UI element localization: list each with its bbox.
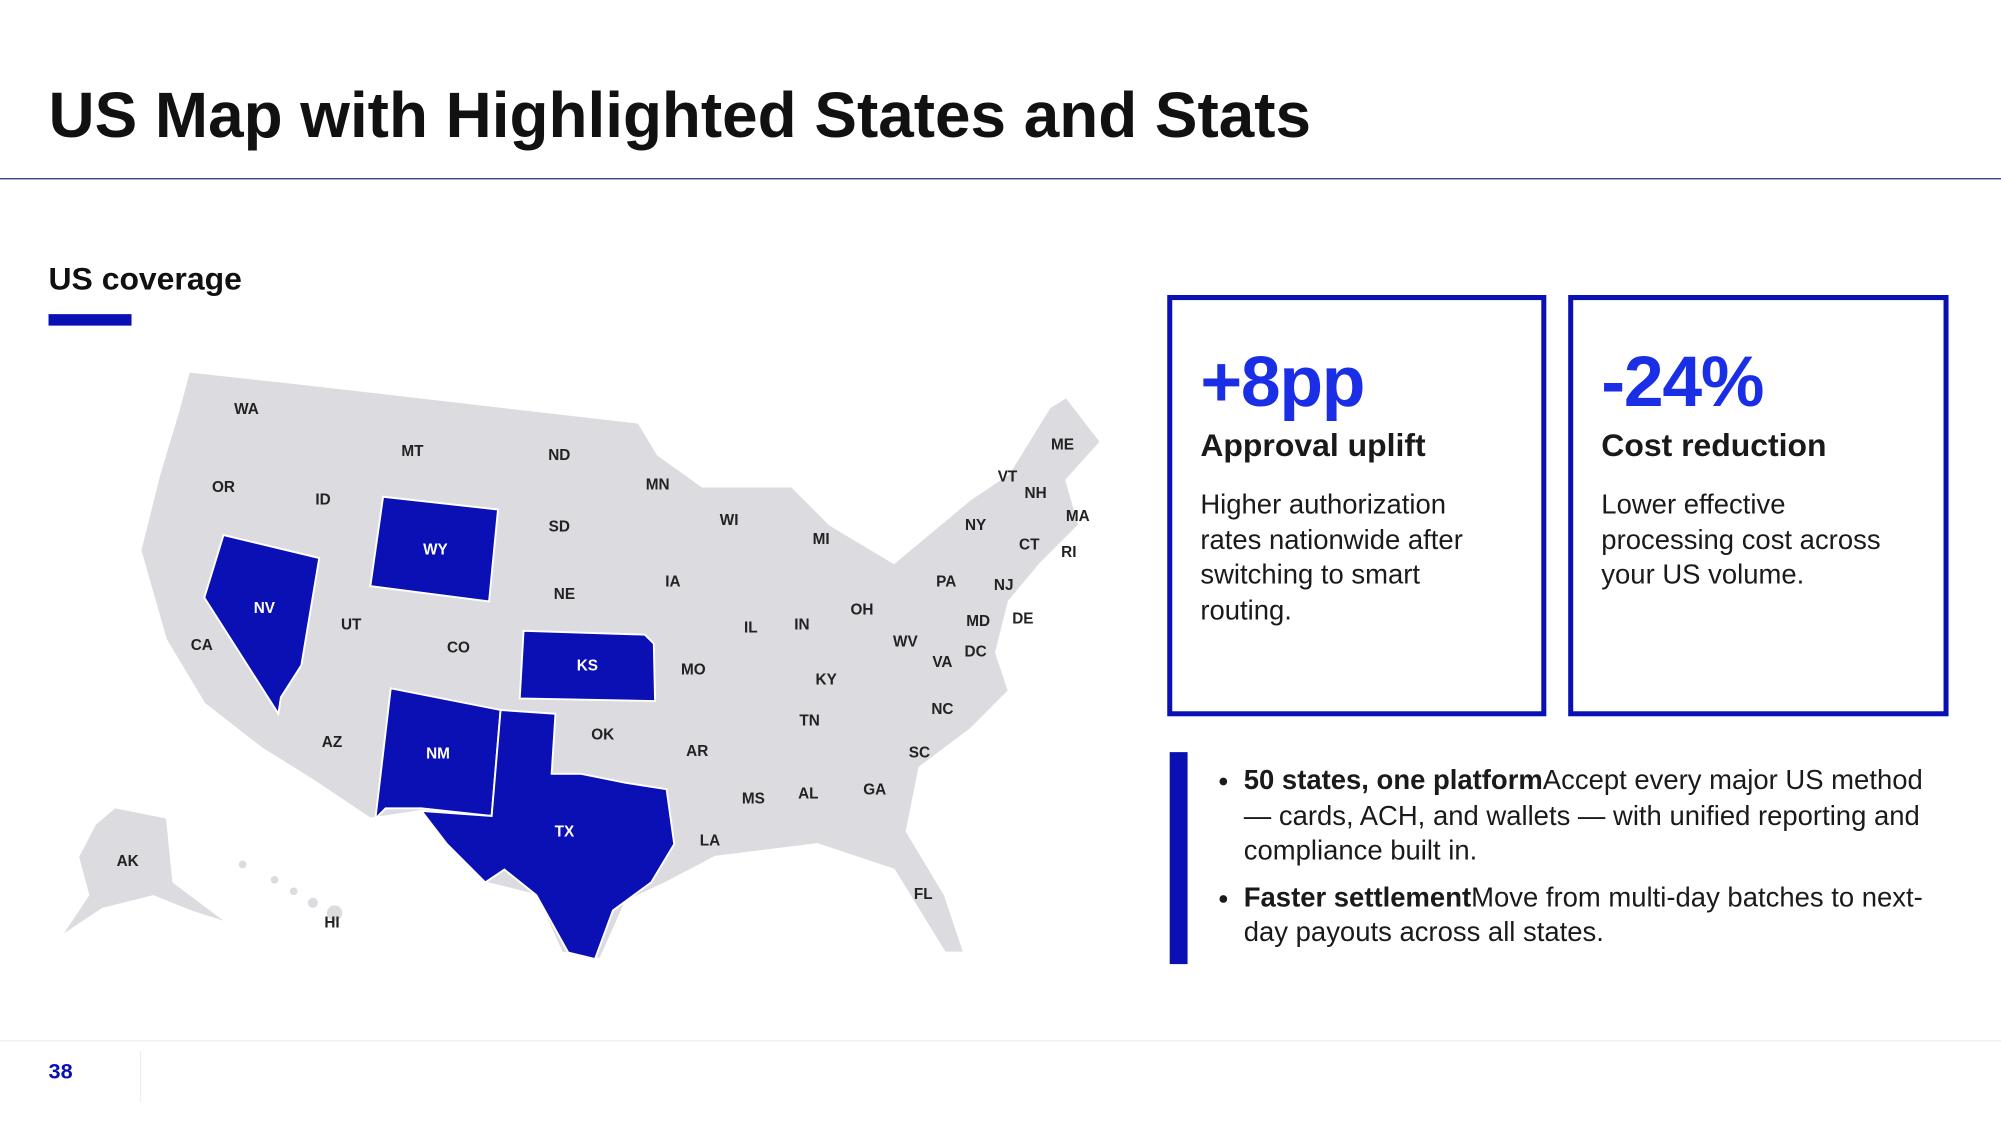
state-label: SD [549,518,570,535]
state-label: NC [931,701,953,718]
us-map: WA OR CA NV ID MT WY UT CO AZ NM ND SD NE KS OK TX MN IA MO… [63,370,1102,961]
state-label: NM [426,746,450,763]
state-label: ME [1051,437,1074,454]
stat-card-box: +8pp Approval uplift Higher authorizatio… [1167,294,1547,717]
state-label: TN [799,713,819,730]
state-label: IL [744,619,758,636]
state-label: MI [813,531,830,548]
state-label: MS [742,790,765,807]
state-label: AZ [322,734,342,751]
stat-label: Cost reduction [1601,427,1827,464]
state-shape [518,629,657,703]
state-label: DC [965,644,987,661]
state-label: NJ [994,577,1014,594]
state-label: UT [341,617,362,634]
state-label: RI [1061,544,1076,561]
state-shape [203,533,321,717]
state-label: VA [932,654,952,671]
title: US Map with Highlighted States and Stats [49,79,1311,151]
state-label: NH [1025,485,1047,502]
stat-card-box: -24% Cost reduction Lower effective proc… [1568,294,1949,717]
stat-value: -24% [1601,340,1764,422]
state-label: CO [447,640,470,657]
state-label: OR [212,479,235,496]
stat-description: Higher authorization rates nationwide af… [1200,489,1463,626]
state-label: OK [591,727,614,744]
state-label: CT [1019,536,1040,553]
stat-description: Lower effective processing cost across y… [1601,489,1881,590]
highlight-title: Faster settlement [1243,881,1472,913]
stat-card: +8pp Approval uplift Higher authorizatio… [1167,294,1547,717]
state-label: NY [965,517,986,534]
state-label: PA [936,573,956,590]
state-label: IA [665,573,680,590]
stat-card: -24% Cost reduction Lower effective proc… [1568,294,1949,717]
state-label: HI [324,914,339,931]
page-number: 38 [49,1058,73,1083]
state-label: IN [794,617,809,634]
state-label: NE [554,586,575,603]
highlight-text: Accept every major US method — cards, AC… [1243,764,1923,866]
state-label: WY [423,541,448,558]
state-label: SC [909,744,930,761]
state-label: WA [234,401,259,418]
state-label: WI [720,512,739,529]
state-label: MA [1066,508,1090,525]
state-label: DE [1012,610,1033,627]
state-label: CA [191,637,213,654]
state-label: MN [646,476,670,493]
accent-bar [48,314,132,326]
highlights: 50 states, one platformAccept every majo… [1200,764,1941,981]
highlight-item: Faster settlementMove from multi-day bat… [1244,880,1941,950]
highlight-text: Move from multi-day batches to next-day … [1243,881,1923,948]
state-label: MT [401,443,424,460]
hawaii [238,860,343,921]
state-label: WV [893,633,918,650]
state-label: OH [850,601,873,618]
state-label: NV [254,600,276,617]
state-label: AR [686,743,708,760]
highlight-item: 50 states, one platformAccept every majo… [1244,764,1941,869]
state-label: AL [798,785,818,802]
map-title: US coverage [49,260,242,296]
state-label: ND [548,447,570,464]
state-label: ID [315,492,330,509]
state-label: AK [117,853,139,870]
highlight-title: 50 states, one platform [1243,764,1543,796]
state-label: FL [914,886,933,903]
state-shape [369,495,500,603]
list-accent [1169,752,1188,965]
state-label: VT [998,469,1018,486]
state-label: TX [555,824,575,841]
alaska [63,808,224,934]
state-label: MD [966,613,990,630]
state-label: KY [816,672,837,689]
state-label: LA [700,833,720,850]
highlight-list: 50 states, one platformAccept every majo… [1200,764,1941,951]
stat-value: +8pp [1200,340,1365,422]
state-label: GA [863,781,886,798]
state-label: KS [577,658,598,675]
stat-label: Approval uplift [1200,427,1426,464]
state-label: MO [681,661,706,678]
state-shape [419,708,676,961]
